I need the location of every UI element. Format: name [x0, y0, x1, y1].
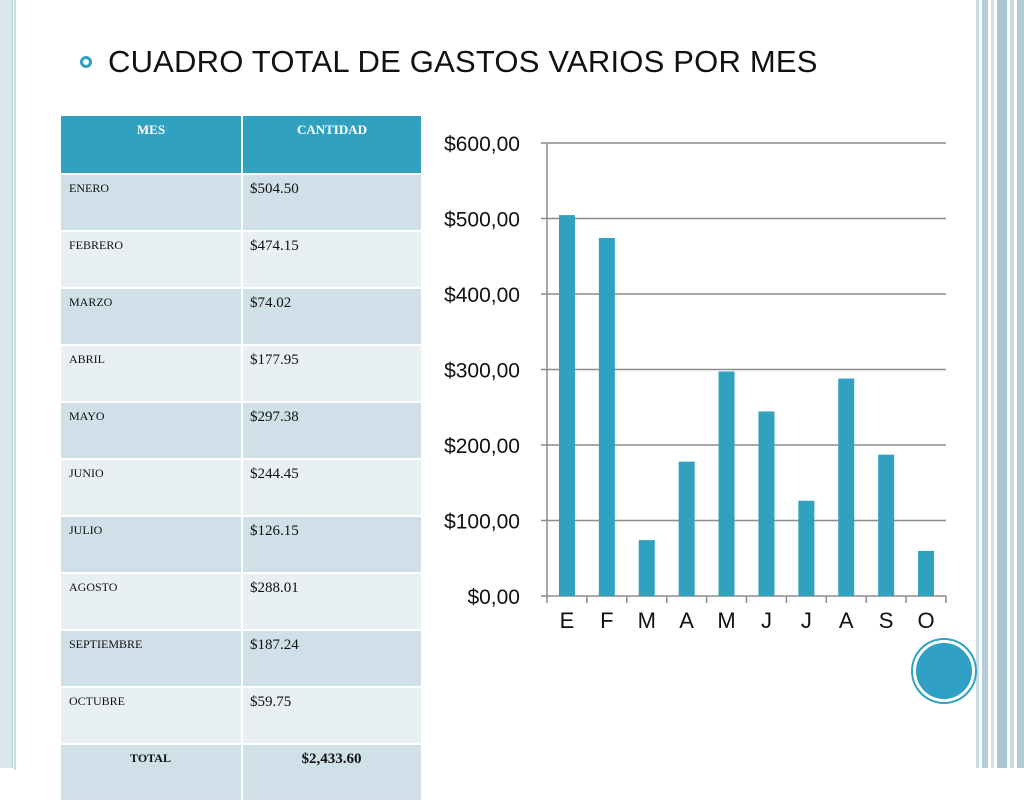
x-tick-label: A [839, 608, 854, 633]
amount-cell: $59.75 [242, 687, 423, 745]
x-tick-label: F [600, 608, 613, 633]
table-row: ENERO $504.50 [61, 174, 423, 232]
circle-bullet-icon [80, 56, 92, 68]
month-cell: MARZO [61, 288, 243, 346]
table-row: SEPTIEMBRE $187.24 [61, 630, 423, 688]
left-frame-border [0, 0, 13, 768]
table-row: ABRIL $177.95 [61, 345, 423, 403]
table-row: OCTUBRE $59.75 [61, 687, 423, 745]
decorative-circle [913, 640, 975, 702]
table-row: MAYO $297.38 [61, 402, 423, 460]
stripe [991, 0, 994, 768]
y-tick-label: $600,00 [444, 133, 520, 156]
stripe [997, 0, 1007, 768]
bar [838, 378, 855, 596]
x-tick-label: M [717, 608, 735, 633]
amount-cell: $288.01 [242, 573, 423, 631]
bar [718, 371, 735, 596]
table-row: AGOSTO $288.01 [61, 573, 423, 631]
table-row: MARZO $74.02 [61, 288, 423, 346]
x-tick-label: A [679, 608, 694, 633]
y-tick-label: $500,00 [444, 209, 520, 232]
month-cell: FEBRERO [61, 231, 243, 289]
x-tick-label: J [801, 608, 812, 633]
amount-cell: $177.95 [242, 345, 423, 403]
amount-cell: $504.50 [242, 174, 423, 232]
stripe [1010, 0, 1014, 768]
y-tick-label: $300,00 [444, 360, 520, 383]
table-header-row: MES CANTIDAD [61, 116, 423, 175]
y-tick-label: $100,00 [444, 511, 520, 534]
x-tick-label: M [638, 608, 656, 633]
stripe [1017, 0, 1024, 768]
bar [558, 215, 575, 596]
bar [678, 461, 695, 596]
bar [758, 411, 775, 596]
amount-cell: $474.15 [242, 231, 423, 289]
table-row: FEBRERO $474.15 [61, 231, 423, 289]
amount-cell: $297.38 [242, 402, 423, 460]
month-cell: JULIO [61, 516, 243, 574]
y-tick-label: $400,00 [444, 284, 520, 307]
bar [598, 238, 615, 596]
amount-cell: $244.45 [242, 459, 423, 517]
x-tick-label: O [917, 608, 934, 633]
header-cantidad: CANTIDAD [242, 116, 423, 175]
bar [878, 454, 895, 596]
month-cell: JUNIO [61, 459, 243, 517]
x-tick-label: E [560, 608, 575, 633]
total-value: $2,433.60 [242, 744, 423, 802]
stripe [976, 0, 979, 768]
month-cell: AGOSTO [61, 573, 243, 631]
x-tick-label: J [761, 608, 772, 633]
slide-border [14, 0, 978, 770]
y-tick-label: $0,00 [467, 586, 520, 609]
bar [918, 550, 935, 596]
table-row: JUNIO $244.45 [61, 459, 423, 517]
month-cell: ENERO [61, 174, 243, 232]
month-cell: ABRIL [61, 345, 243, 403]
month-cell: SEPTIEMBRE [61, 630, 243, 688]
month-cell: OCTUBRE [61, 687, 243, 745]
right-frame-stripes [976, 0, 1024, 768]
table-total-row: TOTAL $2,433.60 [61, 744, 423, 802]
bar [638, 540, 655, 596]
amount-cell: $126.15 [242, 516, 423, 574]
table-row: JULIO $126.15 [61, 516, 423, 574]
stripe [982, 0, 988, 768]
total-label: TOTAL [61, 744, 243, 802]
bar [798, 500, 815, 596]
amount-cell: $74.02 [242, 288, 423, 346]
expenses-table: MES CANTIDAD ENERO $504.50 FEBRERO $474.… [61, 116, 423, 802]
amount-cell: $187.24 [242, 630, 423, 688]
header-mes: MES [61, 116, 243, 175]
title-row: CUADRO TOTAL DE GASTOS VARIOS POR MES [80, 44, 818, 80]
x-tick-label: S [879, 608, 894, 633]
monthly-expenses-bar-chart: $0,00 $100,00 $200,00 $300,00 $400,00 $500,00… [444, 133, 947, 633]
page-title: CUADRO TOTAL DE GASTOS VARIOS POR MES [108, 44, 818, 79]
y-tick-label: $200,00 [444, 435, 520, 458]
month-cell: MAYO [61, 402, 243, 460]
